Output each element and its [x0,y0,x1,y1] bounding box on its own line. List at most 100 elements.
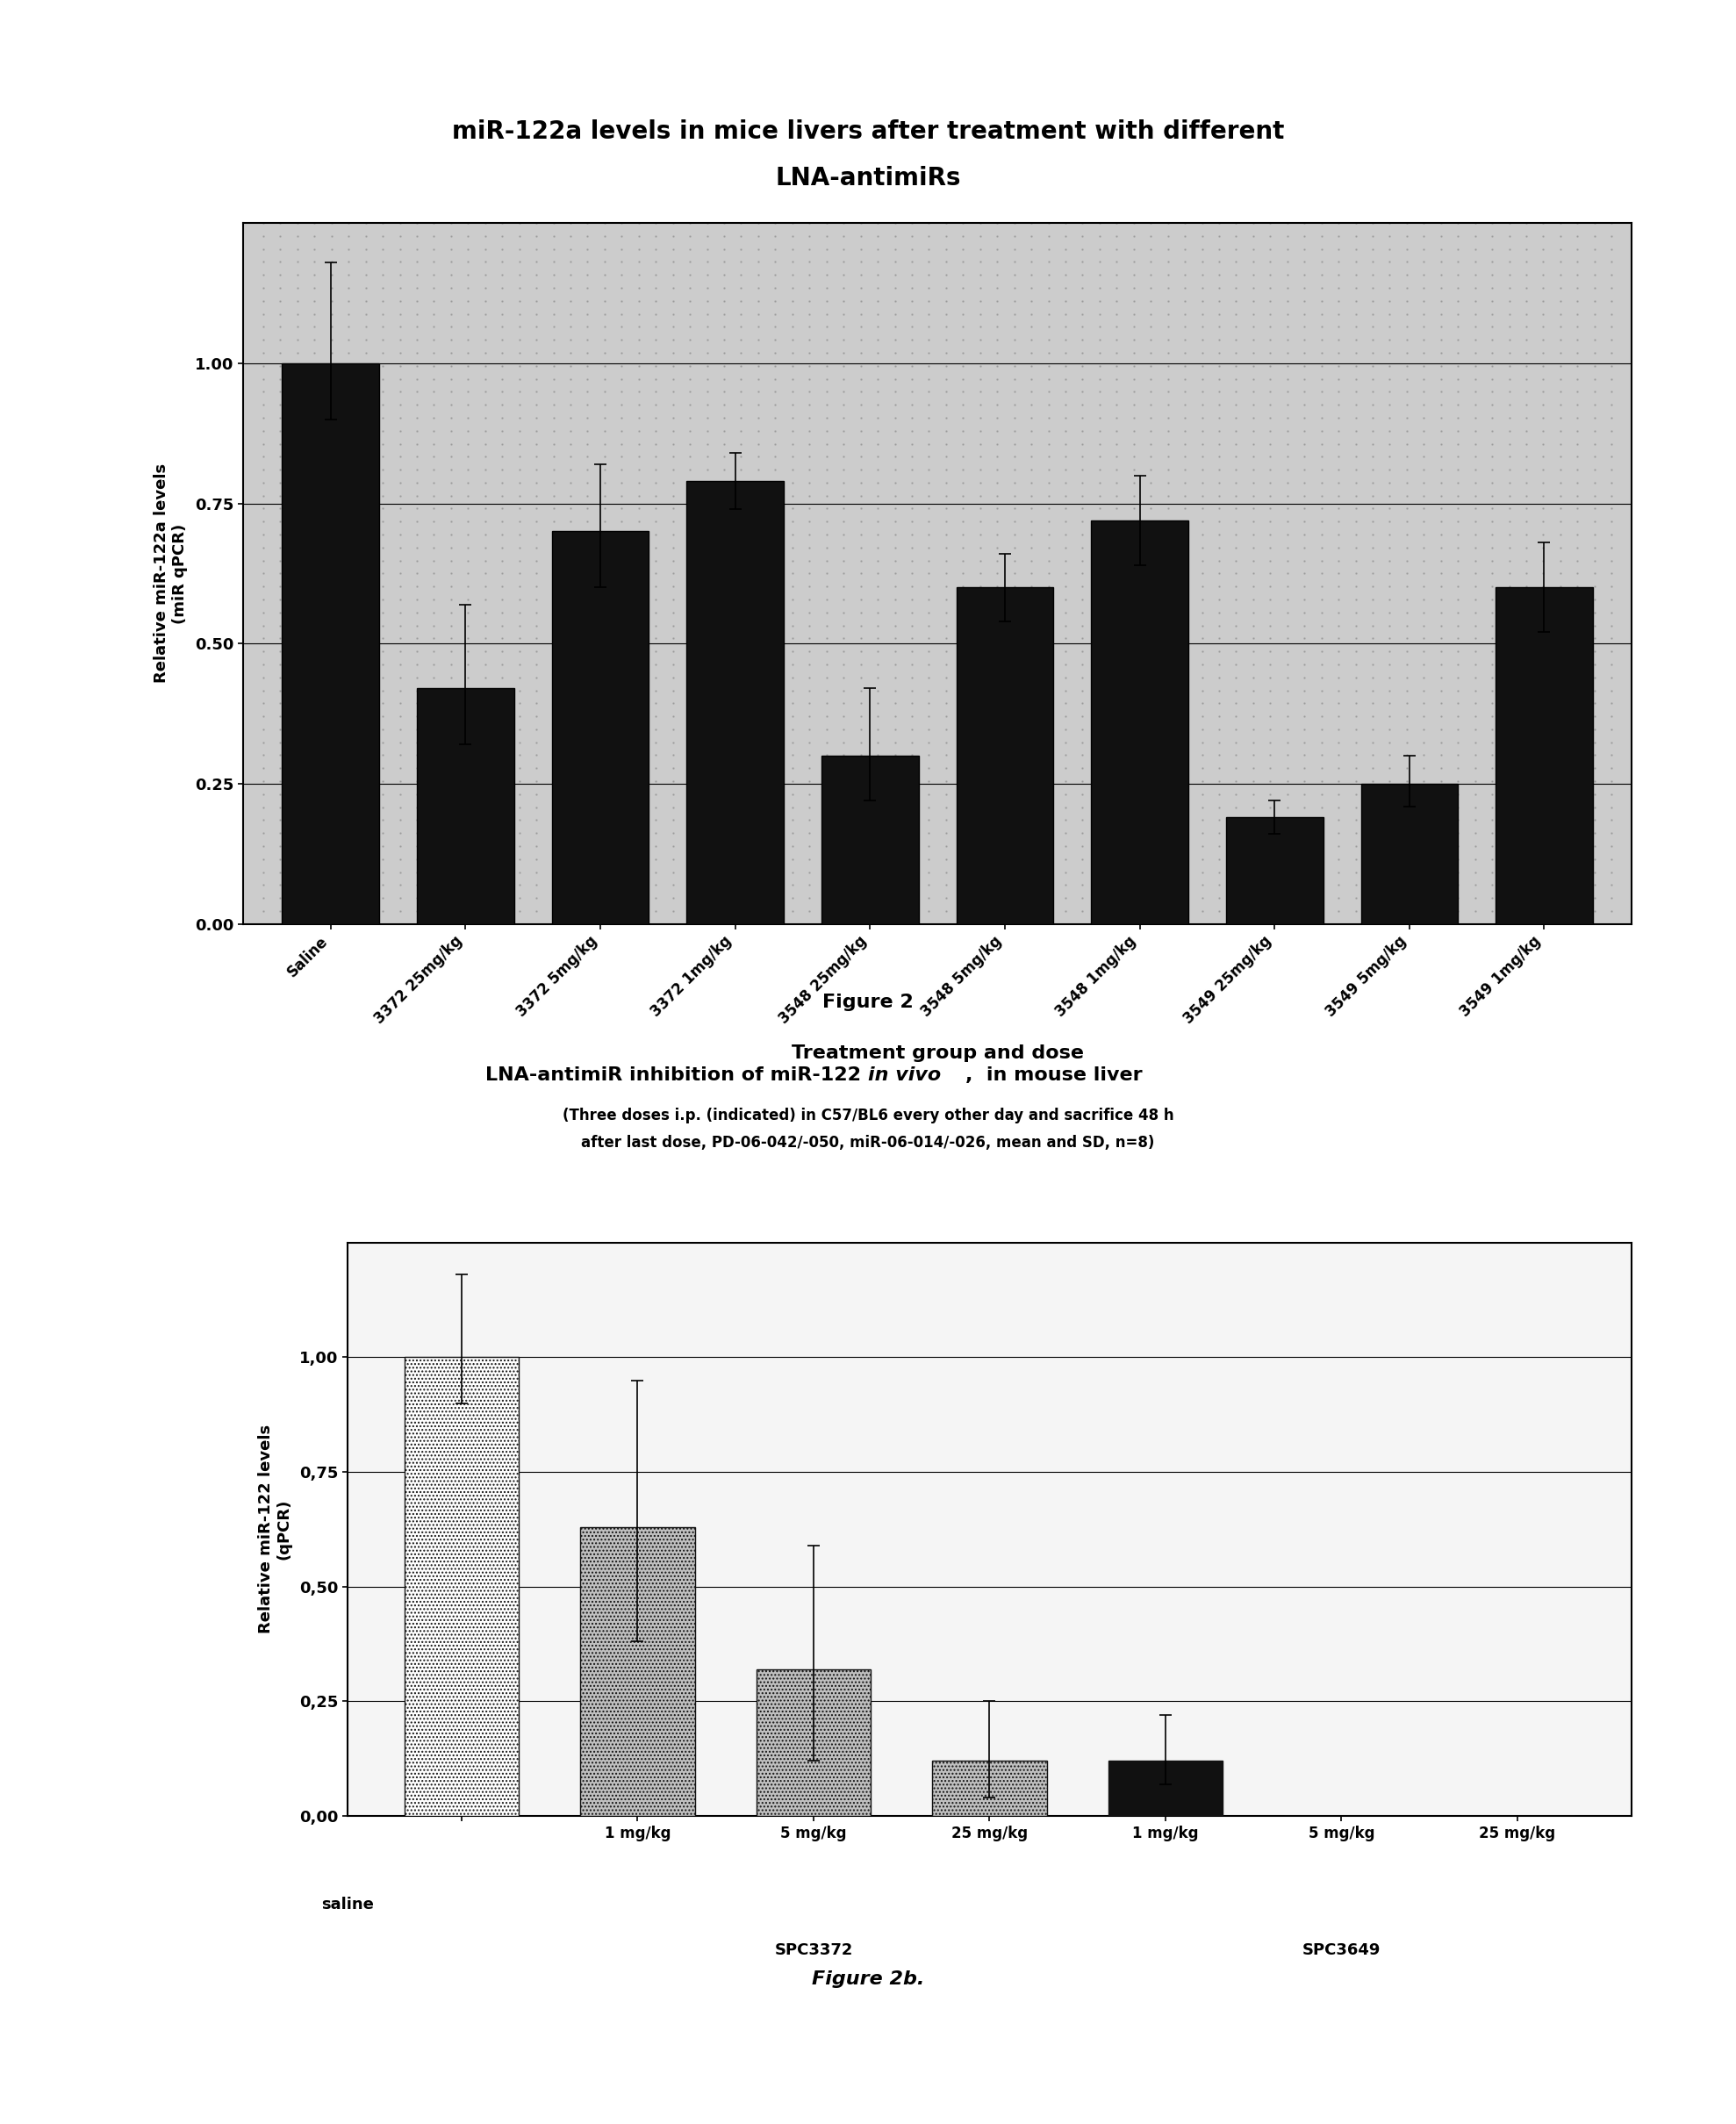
Point [437,816,465,850]
Point [300,724,328,758]
Point [950,686,977,720]
Point [420,841,448,875]
Point [470,206,498,240]
Point [1240,856,1267,890]
Point [540,272,568,306]
Point [1342,389,1370,423]
Point [932,389,960,423]
Point [300,389,328,423]
Point [625,739,653,773]
Point [1325,285,1352,319]
Point [693,518,720,552]
Point [505,506,533,539]
Point [847,699,875,733]
Point [795,465,823,499]
Point [880,531,908,565]
Point [1581,777,1609,811]
Point [865,518,892,552]
Point [1444,777,1472,811]
Point [1581,856,1609,890]
Point [420,257,448,291]
Point [660,894,687,928]
Point [557,272,585,306]
Point [1154,635,1182,669]
Point [710,595,738,629]
Point [625,232,653,266]
Point [1052,414,1080,448]
Point [967,607,995,641]
Point [1495,336,1522,370]
Point [1512,856,1540,890]
Point [812,765,840,799]
Point [1102,389,1130,423]
Point [898,272,925,306]
Point [1085,285,1113,319]
Point [1342,506,1370,539]
Point [693,894,720,928]
Point [1000,544,1028,578]
Point [847,465,875,499]
Point [1427,828,1455,862]
Point [335,828,363,862]
Point [352,556,380,590]
Point [1547,518,1575,552]
Point [403,297,431,331]
Point [573,595,601,629]
Point [1444,506,1472,539]
Point [1581,569,1609,603]
Point [335,297,363,331]
Point [983,518,1010,552]
Point [403,427,431,461]
Point [1377,739,1404,773]
Point [693,752,720,786]
Point [1035,518,1062,552]
Point [830,544,858,578]
Point [1274,635,1302,669]
Point [847,607,875,641]
Point [932,869,960,903]
Point [1547,531,1575,565]
Point [1085,323,1113,357]
Point [1274,440,1302,474]
Point [403,232,431,266]
Point [830,478,858,512]
Point [352,285,380,319]
Point [762,285,790,319]
Point [420,374,448,408]
Point [1342,478,1370,512]
Point [266,607,293,641]
Point [830,724,858,758]
Point [1290,673,1318,707]
Point [967,219,995,253]
Point [1137,856,1165,890]
Point [1205,518,1233,552]
Point [710,219,738,253]
Point [1120,414,1147,448]
Point [1512,348,1540,382]
Point [727,569,755,603]
Point [608,310,635,344]
Point [470,310,498,344]
Point [1035,272,1062,306]
Point [557,635,585,669]
Point [608,635,635,669]
Point [505,648,533,682]
Point [403,856,431,890]
Point [660,569,687,603]
Point [1377,219,1404,253]
Point [385,856,413,890]
Point [1102,607,1130,641]
Point [1547,856,1575,890]
Point [1427,361,1455,395]
Point [1495,465,1522,499]
Point [1359,777,1387,811]
Point [865,816,892,850]
Point [1495,894,1522,928]
Point [1137,452,1165,486]
Point [1529,219,1557,253]
Point [1000,440,1028,474]
Point [727,452,755,486]
Point [745,765,773,799]
Point [250,374,278,408]
Point [847,348,875,382]
